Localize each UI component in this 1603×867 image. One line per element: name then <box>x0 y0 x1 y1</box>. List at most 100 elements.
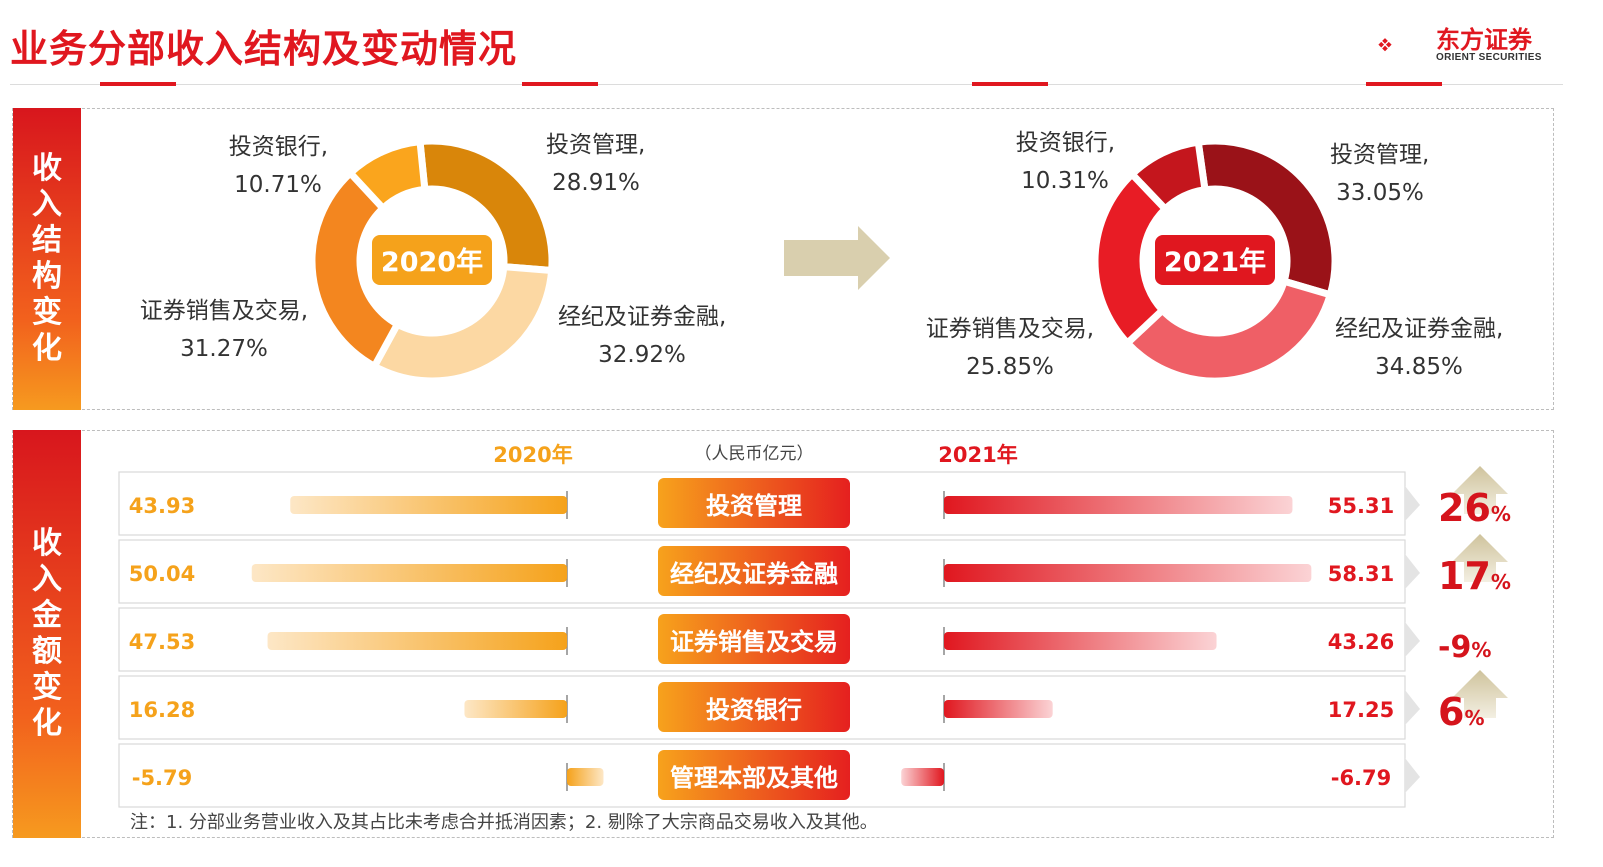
change-pct-number: 6 <box>1438 690 1464 734</box>
category-label: 投资管理 <box>706 492 802 520</box>
change-pct-unit: % <box>1464 706 1484 730</box>
bar-2021 <box>944 700 1053 718</box>
logo-text-en: ORIENT SECURITIES <box>1436 52 1542 63</box>
value-2021: 17.25 <box>1328 698 1394 722</box>
category-label: 管理本部及其他 <box>670 764 838 792</box>
structure-side-label: 收入结构变化 <box>13 108 81 410</box>
value-2021: 43.26 <box>1328 630 1394 654</box>
bar-2020 <box>464 700 567 718</box>
change-pct: 6% <box>1438 690 1485 734</box>
row-pointer <box>1405 486 1420 521</box>
footnote: 注：1. 分部业务营业收入及其占比未考虑合并抵消因素；2. 剔除了大宗商品交易收… <box>130 812 878 833</box>
category-label: 投资银行 <box>706 696 802 724</box>
pie-slice <box>416 137 556 275</box>
amount-side-label: 收入金额变化 <box>13 430 81 838</box>
change-pct-unit: % <box>1491 502 1511 526</box>
amount-side-text: 收入金额变化 <box>32 526 62 741</box>
pie-slice <box>369 262 556 385</box>
pie-slice <box>1127 138 1209 214</box>
bar-2020 <box>267 632 567 650</box>
pie-slice-value: 25.85% <box>966 354 1054 380</box>
pie-slice-label: 投资管理, <box>1330 142 1429 168</box>
increase-arrow-icon <box>1452 534 1508 582</box>
bar-2021 <box>944 496 1293 514</box>
bar-2021 <box>944 632 1217 650</box>
logo-text-cn: 东方证券 <box>1436 26 1532 54</box>
header-tick <box>972 82 1048 86</box>
bar-2021 <box>901 768 944 786</box>
value-2020: -5.79 <box>132 766 193 790</box>
series-label-2020: 2020年 <box>493 443 572 467</box>
value-2021: 55.31 <box>1328 494 1394 518</box>
increase-arrow-icon <box>1452 670 1508 718</box>
value-2021: 58.31 <box>1328 562 1394 586</box>
value-2020: 16.28 <box>129 698 195 722</box>
pie-slice <box>1122 276 1335 385</box>
pie-slice <box>1091 169 1171 348</box>
category-label: 证券销售及交易 <box>670 628 838 656</box>
category-badge <box>658 546 850 596</box>
change-pct-number: -9 <box>1438 630 1471 665</box>
pie-slice <box>1194 137 1339 300</box>
pie-slice <box>345 137 429 214</box>
pie-slice-label: 证券销售及交易, <box>140 298 308 324</box>
bar-2021 <box>944 564 1312 582</box>
pie-slice-value: 28.91% <box>552 170 640 196</box>
pie-slice-value: 31.27% <box>180 336 268 362</box>
pie-slice-value: 32.92% <box>598 342 686 368</box>
value-2020: 50.04 <box>129 562 195 586</box>
amount-panel <box>12 430 1554 838</box>
row-pointer <box>1405 690 1420 725</box>
change-pct-unit: % <box>1491 570 1511 594</box>
category-badge <box>658 478 850 528</box>
page-title: 业务分部收入结构及变动情况 <box>10 27 518 71</box>
pie-slice-value: 10.71% <box>234 172 322 198</box>
bar-2020 <box>290 496 567 514</box>
category-label: 经纪及证券金融 <box>670 560 838 588</box>
unit-label: （人民币亿元） <box>695 444 814 464</box>
change-pct-number: 26 <box>1438 486 1491 530</box>
transition-arrow-icon <box>784 226 890 290</box>
header-tick <box>1366 82 1442 86</box>
year-badge <box>372 235 492 285</box>
pie-slice-value: 33.05% <box>1336 180 1424 206</box>
pie-slice-value: 34.85% <box>1375 354 1463 380</box>
bar-2020 <box>567 768 604 786</box>
change-pct-number: 17 <box>1438 554 1491 598</box>
pie-slice-label: 投资管理, <box>546 132 645 158</box>
structure-side-text: 收入结构变化 <box>32 151 62 366</box>
pie-slice-value: 10.31% <box>1021 168 1109 194</box>
category-badge <box>658 614 850 664</box>
bar-2020 <box>251 564 568 582</box>
series-label-2021: 2021年 <box>938 443 1017 467</box>
structure-panel <box>12 108 1554 410</box>
pie-slice-label: 证券销售及交易, <box>926 316 1094 342</box>
header-tick <box>522 82 598 86</box>
value-2020: 47.53 <box>129 630 195 654</box>
row-pointer <box>1405 554 1420 589</box>
category-badge <box>658 682 850 732</box>
value-2020: 43.93 <box>129 494 195 518</box>
pie-slice-label: 投资银行, <box>229 134 328 160</box>
pie-slice-label: 经纪及证券金融, <box>558 304 726 330</box>
year-badge <box>1155 235 1275 285</box>
change-pct-unit: % <box>1471 638 1491 662</box>
change-pct: 17% <box>1438 554 1511 598</box>
year-badge-text: 2021年 <box>1164 246 1266 278</box>
change-pct: -9% <box>1438 630 1491 665</box>
row-pointer <box>1405 622 1420 657</box>
increase-arrow-icon <box>1452 466 1508 514</box>
logo-icon <box>1378 38 1392 52</box>
pie-slice-label: 经纪及证券金融, <box>1335 316 1503 342</box>
year-badge-text: 2020年 <box>381 246 483 278</box>
row-pointer <box>1405 758 1420 793</box>
header-divider <box>10 84 1563 85</box>
header-tick <box>100 82 176 86</box>
pie-slice-label: 投资银行, <box>1016 130 1115 156</box>
value-2021: -6.79 <box>1331 766 1392 790</box>
change-pct: 26% <box>1438 486 1511 530</box>
pie-slice <box>308 168 403 372</box>
category-badge <box>658 750 850 800</box>
